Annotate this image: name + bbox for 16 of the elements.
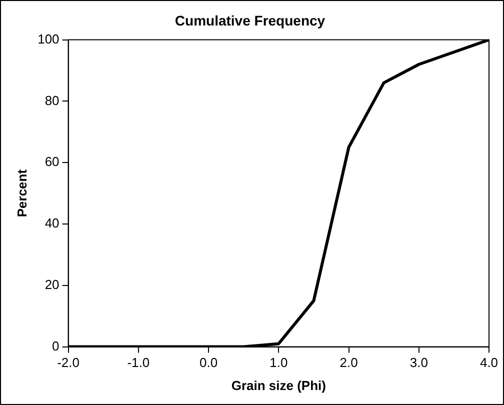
- y-tick-label: 20: [44, 276, 60, 292]
- y-tick-label: 60: [44, 154, 60, 170]
- x-tick-label: 2.0: [340, 355, 358, 370]
- chart-title: Cumulative Frequency: [174, 12, 326, 28]
- y-tick-label: 100: [38, 31, 60, 46]
- x-tick-label: 4.0: [480, 355, 498, 370]
- x-axis-title: Grain size (Phi): [231, 378, 326, 393]
- x-tick-label: -2.0: [57, 355, 80, 370]
- x-tick-label: -1.0: [127, 355, 150, 370]
- y-tick-label: 40: [44, 216, 60, 231]
- y-tick-label: 0: [52, 338, 60, 354]
- y-tick-label: 80: [44, 92, 60, 108]
- x-tick-label: 3.0: [410, 355, 428, 370]
- x-tick-label: 1.0: [270, 355, 288, 370]
- x-tick-label: 0.0: [199, 355, 218, 370]
- y-axis-title: Percent: [14, 168, 30, 218]
